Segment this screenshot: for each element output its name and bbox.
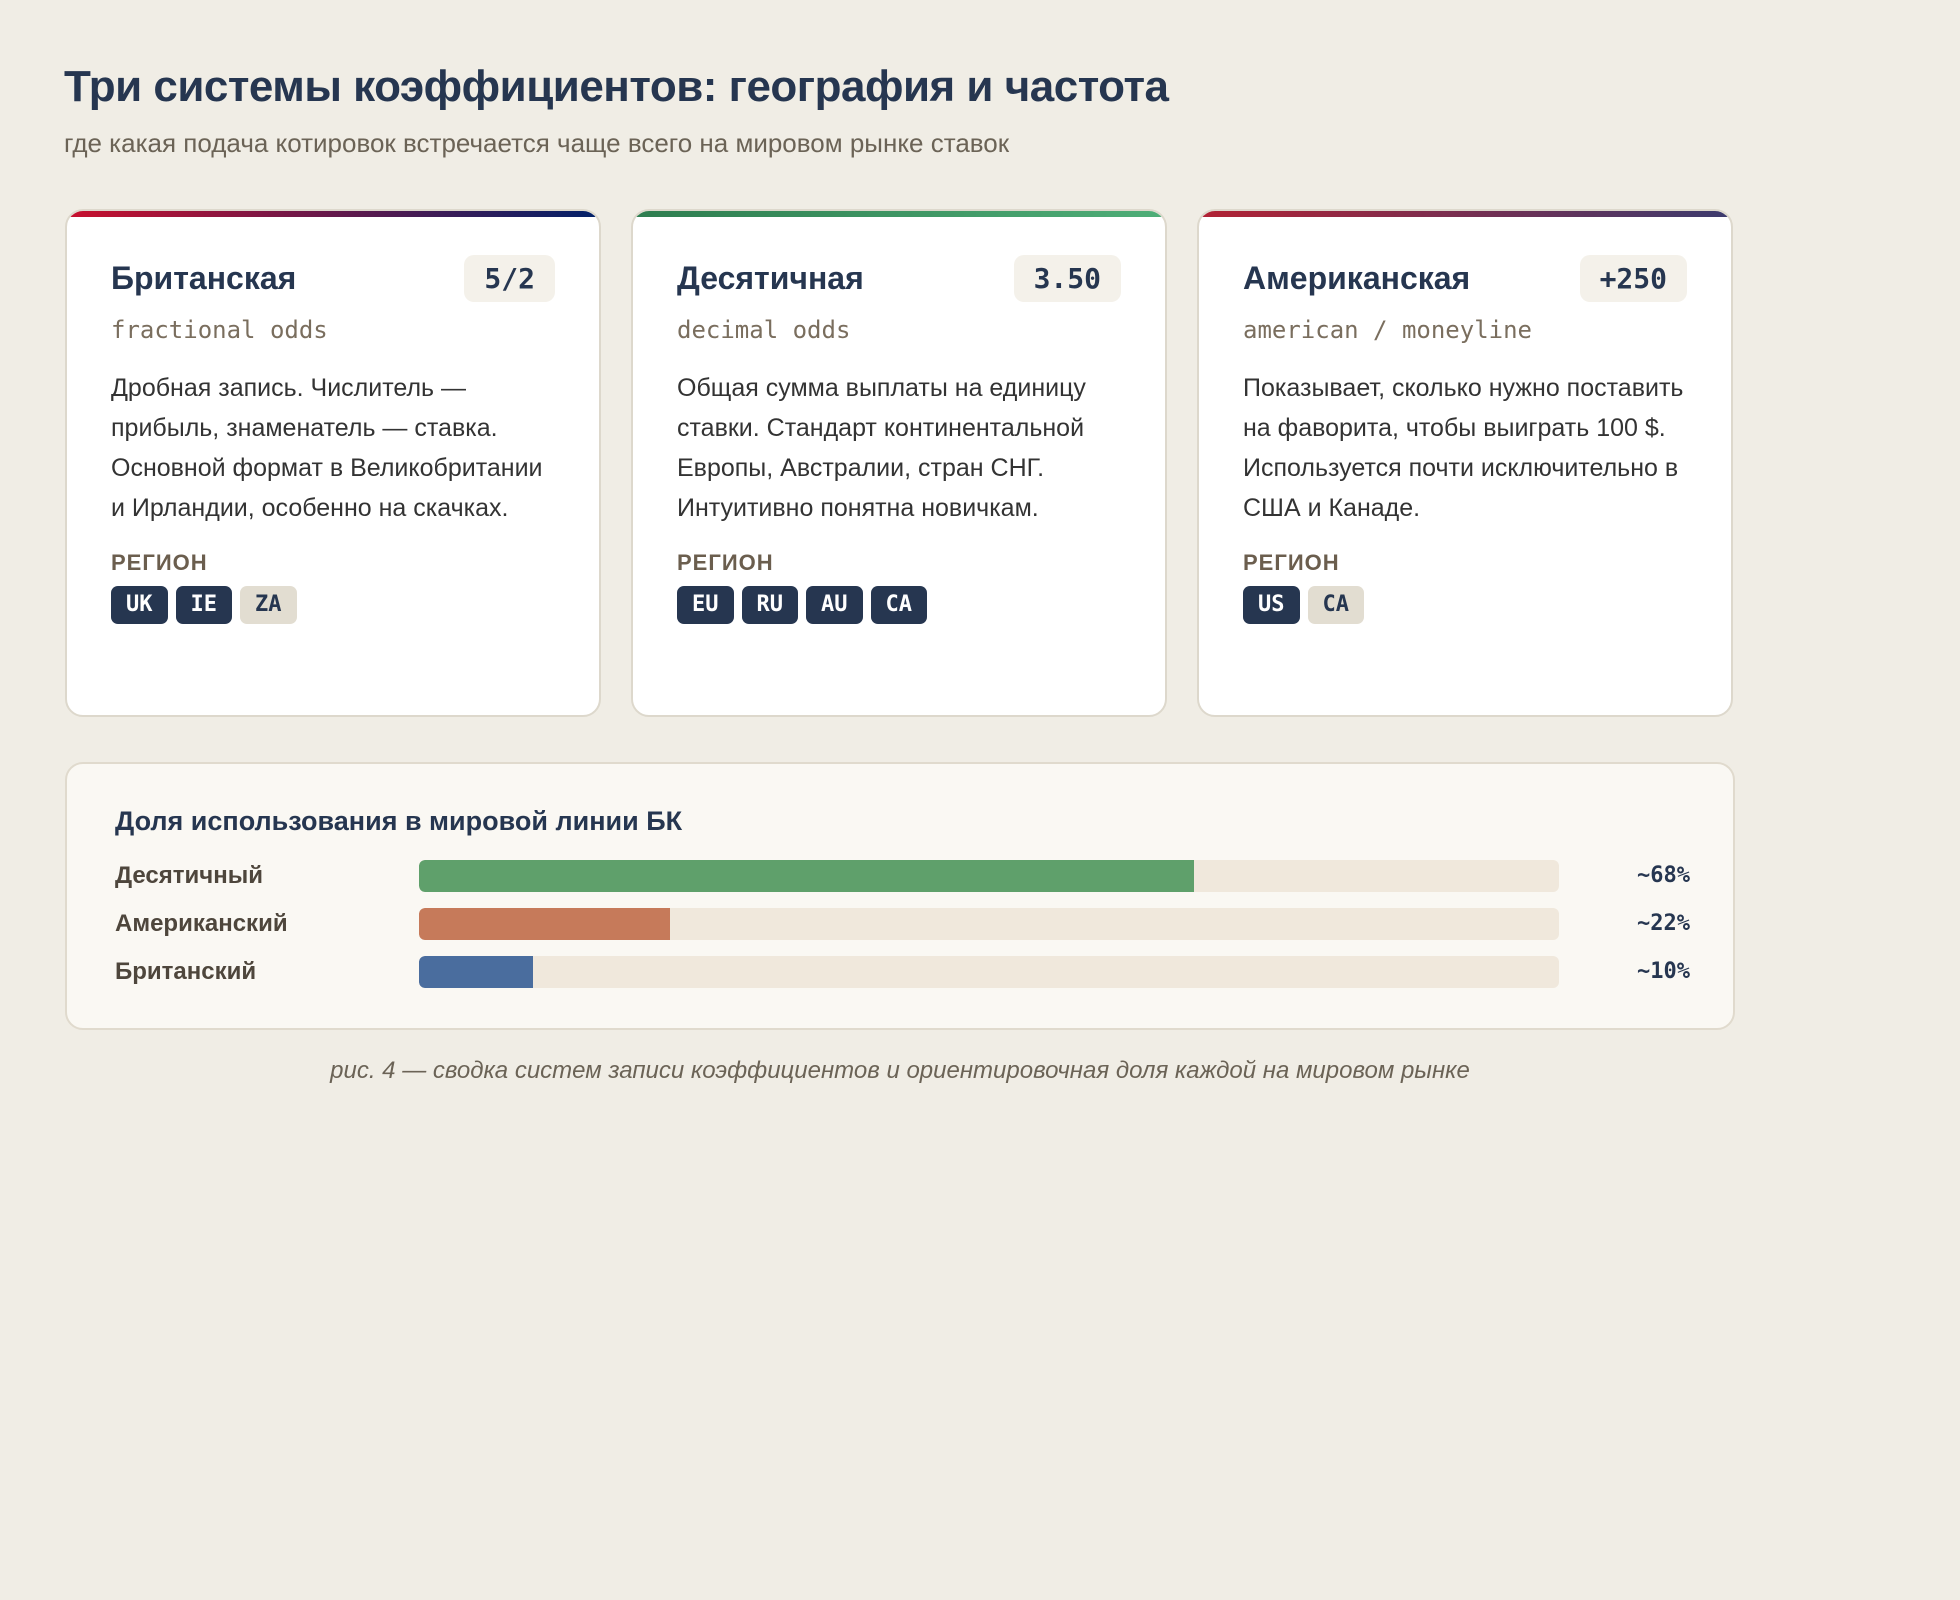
region-label: РЕГИОН: [111, 550, 208, 575]
usage-track: [419, 860, 1559, 892]
card-subtitle: fractional odds: [111, 316, 328, 344]
usage-bar: [419, 956, 533, 988]
page-title: Три системы коэффициентов: география и ч…: [64, 62, 1169, 111]
card-decimal: Десятичная 3.50 decimal odds Общая сумма …: [631, 209, 1167, 717]
page-subtitle: где какая подача котировок встречается ч…: [64, 128, 1010, 158]
region-chip-ca: CA: [1307, 586, 1364, 624]
usage-bar: [419, 860, 1195, 892]
region-chip-eu: EU: [677, 586, 734, 624]
odds-example-badge: 3.50: [1013, 255, 1121, 302]
region-label: РЕГИОН: [677, 550, 774, 575]
region-chip-uk: UK: [111, 586, 168, 624]
card-american: Американская +250 american / moneyline По…: [1197, 209, 1733, 717]
usage-value: ~68%: [1637, 863, 1690, 888]
usage-value: ~10%: [1637, 959, 1690, 984]
usage-row-british: Британский ~10%: [115, 956, 1690, 988]
usage-label: Десятичный: [115, 862, 263, 889]
region-chip-au: AU: [806, 586, 863, 624]
region-chip-ca: CA: [870, 586, 927, 624]
card-accent-bar: [633, 211, 1165, 217]
card-subtitle: decimal odds: [677, 316, 851, 344]
usage-label: Американский: [115, 910, 288, 937]
card-title: Британская: [111, 260, 297, 296]
region-chips: EU RU AU CA: [677, 586, 1121, 624]
card-accent-bar: [67, 211, 599, 217]
region-chips: UK IE ZA: [111, 586, 555, 624]
region-chip-za: ZA: [240, 586, 297, 624]
odds-cards: Британская 5/2 fractional odds Дробная за…: [65, 209, 1733, 717]
usage-title: Доля использования в мировой линии БК: [115, 806, 683, 836]
usage-row-decimal: Десятичный ~68%: [115, 860, 1690, 892]
usage-value: ~22%: [1637, 911, 1690, 936]
card-accent-bar: [1199, 211, 1731, 217]
region-chip-ru: RU: [741, 586, 798, 624]
region-chip-ie: IE: [175, 586, 232, 624]
usage-track: [419, 908, 1559, 940]
card-description: Дробная запись. Числитель — прибыль, зна…: [111, 374, 543, 522]
region-chips: US CA: [1243, 586, 1687, 624]
odds-example-badge: +250: [1579, 255, 1687, 302]
usage-row-american: Американский ~22%: [115, 908, 1690, 940]
usage-panel: Доля использования в мировой линии БК Де…: [65, 762, 1735, 1030]
card-title: Американская: [1243, 260, 1471, 296]
region-chip-us: US: [1243, 586, 1300, 624]
usage-label: Британский: [115, 958, 257, 985]
card-british: Британская 5/2 fractional odds Дробная за…: [65, 209, 601, 717]
card-description: Показывает, сколько нужно поставить на ф…: [1243, 374, 1684, 522]
odds-example-badge: 5/2: [464, 255, 555, 302]
figure-caption: рис. 4 — сводка систем записи коэффициен…: [330, 1057, 1470, 1084]
usage-bar: [419, 908, 670, 940]
card-subtitle: american / moneyline: [1243, 316, 1532, 344]
usage-track: [419, 956, 1559, 988]
card-description: Общая сумма выплаты на единицу ставки. С…: [677, 374, 1086, 522]
region-label: РЕГИОН: [1243, 550, 1340, 575]
card-title: Десятичная: [677, 260, 864, 296]
